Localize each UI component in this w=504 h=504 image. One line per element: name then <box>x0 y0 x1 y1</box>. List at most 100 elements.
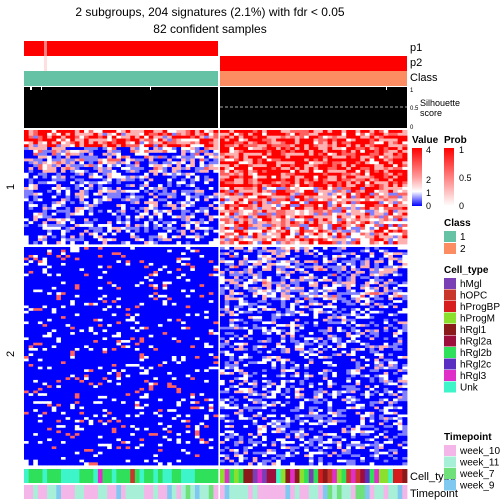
heatmap-cell <box>47 332 53 336</box>
heatmap-cell <box>378 198 385 202</box>
heatmap-cell <box>93 195 99 199</box>
heatmap-cell <box>70 313 76 317</box>
heatmap-cell <box>378 158 385 162</box>
heatmap-cell <box>42 138 48 142</box>
heatmap-cell <box>190 305 196 309</box>
heatmap-cell <box>139 284 145 288</box>
heatmap-cell <box>204 332 210 336</box>
heatmap-cell <box>157 281 163 285</box>
heatmap-cell <box>74 305 80 309</box>
heatmap-cell <box>84 161 90 165</box>
heatmap-cell <box>204 175 210 179</box>
heatmap-cell <box>28 169 34 174</box>
heatmap-cell <box>111 294 117 298</box>
heatmap-cell <box>116 332 122 336</box>
heatmap-cell <box>327 161 333 165</box>
heatmap-cell <box>208 241 214 245</box>
heatmap-cell <box>79 201 85 205</box>
heatmap-cell <box>139 155 145 159</box>
heatmap-cell <box>185 192 191 196</box>
heatmap-cell <box>285 181 291 185</box>
heatmap-cell <box>299 209 305 214</box>
heatmap-cell <box>204 273 210 277</box>
heatmap-cell <box>220 241 226 245</box>
heatmap-cell <box>392 192 399 196</box>
heatmap-cell <box>350 226 356 231</box>
heatmap-cell <box>374 187 380 191</box>
heatmap-cell <box>364 184 370 188</box>
heatmap-cell <box>350 169 356 174</box>
heatmap-cell <box>42 135 48 139</box>
heatmap-cell <box>60 268 66 272</box>
heatmap-cell <box>383 232 389 236</box>
heatmap-cell <box>304 195 310 199</box>
heatmap-cell <box>280 232 286 236</box>
heatmap-cell <box>60 141 66 145</box>
heatmap-cell <box>313 144 319 148</box>
heatmap-cell <box>266 152 272 157</box>
heatmap-cell <box>111 235 117 239</box>
heatmap-cell <box>252 175 258 179</box>
heatmap-cell <box>167 348 173 352</box>
heatmap-cell <box>28 337 34 341</box>
heatmap-cell <box>167 169 173 174</box>
heatmap-cell <box>304 144 310 148</box>
heatmap-cell <box>332 184 338 188</box>
heatmap-cell <box>162 215 168 219</box>
heatmap-cell <box>24 238 30 242</box>
heatmap-cell <box>208 297 214 301</box>
heatmap-cell <box>262 218 268 222</box>
heatmap-cell <box>392 206 399 211</box>
heatmap-cell <box>107 316 113 320</box>
heatmap-cell <box>280 164 286 168</box>
heatmap-cell <box>176 212 182 216</box>
heatmap-cell <box>383 206 389 211</box>
heatmap-cell <box>243 221 249 225</box>
heatmap-cell <box>392 209 399 214</box>
heatmap-cell <box>148 308 154 312</box>
heatmap-cell <box>148 215 154 219</box>
heatmap-cell <box>111 144 117 148</box>
heatmap-cell <box>93 270 99 274</box>
heatmap-cell <box>167 300 173 304</box>
heatmap-cell <box>346 138 352 142</box>
heatmap-cell <box>116 276 122 280</box>
heatmap-cell <box>134 187 140 191</box>
heatmap-cell <box>33 147 39 151</box>
heatmap-cell <box>125 321 131 325</box>
heatmap-cell <box>383 138 389 142</box>
heatmap-cell <box>220 189 226 194</box>
heatmap-cell <box>383 238 389 242</box>
heatmap-cell <box>194 204 200 208</box>
heatmap-cell <box>341 204 347 208</box>
heatmap-cell <box>28 144 34 148</box>
heatmap-cell <box>208 321 214 325</box>
heatmap-cell <box>79 141 85 145</box>
heatmap-cell <box>397 169 403 174</box>
heatmap-cell <box>346 141 352 145</box>
heatmap-cell <box>190 149 196 154</box>
heatmap-cell <box>47 247 53 251</box>
heatmap-cell <box>121 201 127 205</box>
heatmap-cell <box>285 229 291 233</box>
heatmap-cell <box>157 175 163 179</box>
heatmap-cell <box>84 164 90 168</box>
heatmap-cell <box>364 192 370 196</box>
heatmap-cell <box>383 169 389 174</box>
heatmap-cell <box>65 238 71 242</box>
heatmap-cell <box>181 313 187 317</box>
heatmap-cell <box>374 204 380 208</box>
heatmap-cell <box>346 198 352 202</box>
heatmap-cell <box>111 241 117 245</box>
heatmap-cell <box>24 192 30 196</box>
heatmap-cell <box>65 353 71 357</box>
heatmap-cell <box>130 324 136 328</box>
heatmap-cell <box>93 187 99 191</box>
heatmap-cell <box>130 329 136 333</box>
heatmap-cell <box>208 289 214 293</box>
heatmap-cell <box>24 209 30 214</box>
heatmap-cell <box>139 229 145 233</box>
heatmap-cell <box>350 172 356 176</box>
heatmap-cell <box>199 345 205 349</box>
heatmap-cell <box>208 235 214 239</box>
